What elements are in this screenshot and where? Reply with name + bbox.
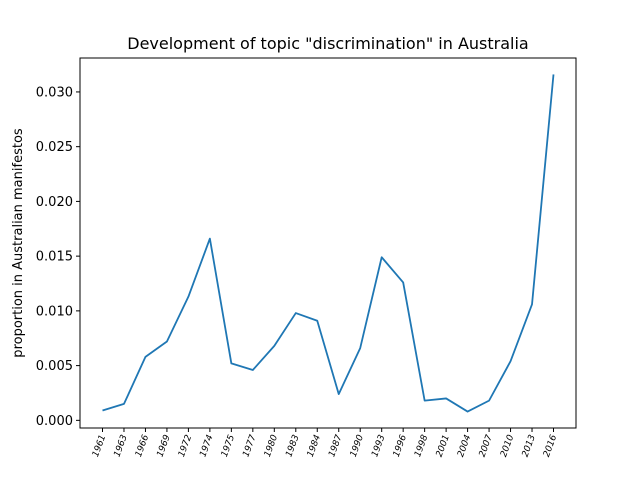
x-tick-label: 1972 [177,433,194,458]
x-tick-label: 1993 [370,433,387,458]
x-tick-label: 2004 [456,433,473,458]
x-tick-label: 1974 [198,433,215,458]
series-line-0 [102,74,555,413]
chart-title: Development of topic "discrimination" in… [127,34,528,53]
x-tick-label: 1961 [91,434,108,459]
y-tick-label: 0.010 [36,304,73,319]
x-tick-label: 1998 [413,433,430,458]
x-tick-label: 1980 [263,433,280,458]
y-tick-label: 0.030 [36,85,73,100]
x-tick-label: 1963 [113,433,130,458]
y-tick-label: 0.025 [36,140,73,155]
x-tick-label: 1983 [284,433,301,458]
y-tick-label: 0.020 [36,195,73,210]
y-tick-label: 0.000 [36,414,73,429]
x-tick-label: 2007 [478,433,495,458]
y-tick-label: 0.015 [36,250,73,265]
x-tick-label: 1990 [349,433,366,458]
x-tick-label: 1987 [327,433,344,458]
y-tick-label: 0.005 [36,359,73,374]
x-tick-label: 2013 [521,433,538,458]
x-tick-label: 2010 [499,433,516,458]
y-axis-label: proportion in Australian manifestos [11,128,26,358]
x-tick-label: 2016 [542,433,559,458]
y-axis: 0.000 0.005 0.010 0.015 0.020 0.025 0.030 [36,85,80,429]
x-tick-label: 1996 [392,433,409,458]
x-tick-label: 1969 [156,433,173,458]
plot-frame [79,57,577,429]
x-tick-label: 1966 [134,433,151,458]
x-tick-label: 1984 [306,433,323,458]
x-tick-label: 1975 [220,433,237,458]
x-tick-label: 1977 [241,433,258,458]
x-axis: 1961 1963 1966 1969 1972 1974 1975 1977 1980 1983… [91,428,559,459]
x-tick-label: 2001 [435,434,452,459]
series-layer [102,74,555,413]
